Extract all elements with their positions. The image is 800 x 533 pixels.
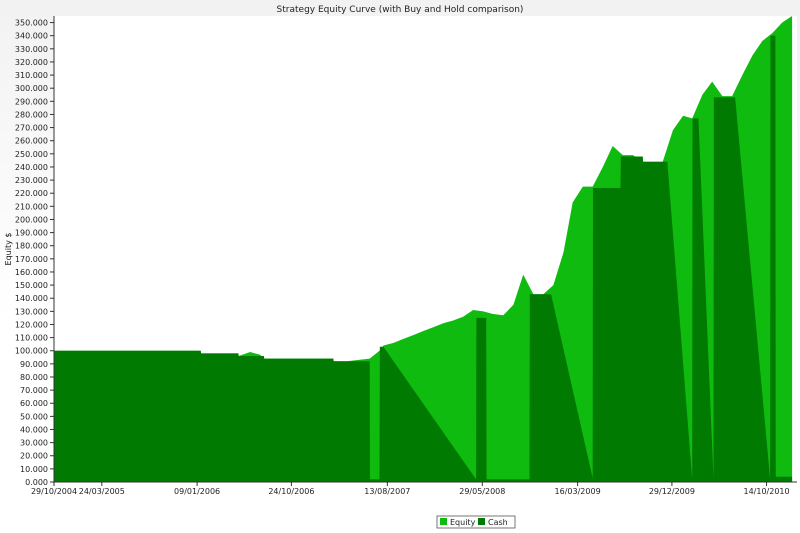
- chart-title: Strategy Equity Curve (with Buy and Hold…: [277, 5, 524, 15]
- y-tick-label: 220.000: [15, 189, 48, 198]
- y-tick-label: 60.000: [20, 399, 48, 408]
- legend-label-cash: Cash: [488, 518, 508, 527]
- x-tick-label: 29/05/2008: [459, 487, 505, 496]
- y-tick-label: 10.000: [20, 465, 48, 474]
- x-tick-label: 16/03/2009: [555, 487, 601, 496]
- y-ticks: 0.000 10.000 20.000 30.000 40.000 50.000 60.00…: [15, 19, 54, 487]
- x-tick-label: 29/12/2009: [649, 487, 695, 496]
- legend-swatch-cash: [478, 518, 485, 525]
- y-tick-label: 270.000: [15, 124, 48, 133]
- x-tick-label: 13/08/2007: [364, 487, 410, 496]
- series-area-cash: [54, 35, 793, 482]
- y-tick-label: 120.000: [15, 320, 48, 329]
- x-tick-label: 14/10/2010: [743, 487, 789, 496]
- y-tick-label: 90.000: [20, 360, 48, 369]
- legend: Equity Cash: [436, 515, 516, 529]
- y-tick-label: 240.000: [15, 163, 48, 172]
- x-ticks: 29/10/2004 24/03/2005 09/01/2006 24/10/2006…: [31, 482, 790, 496]
- y-tick-label: 290.000: [15, 97, 48, 106]
- y-tick-label: 310.000: [15, 71, 48, 80]
- y-tick-label: 280.000: [15, 110, 48, 119]
- y-tick-label: 40.000: [20, 425, 48, 434]
- y-axis-label: Equity $: [4, 233, 13, 266]
- y-tick-label: 0.000: [25, 478, 48, 487]
- y-tick-label: 300.000: [15, 84, 48, 93]
- y-tick-label: 200.000: [15, 215, 48, 224]
- y-tick-label: 170.000: [15, 255, 48, 264]
- x-tick-label: 24/03/2005: [79, 487, 125, 496]
- y-tick-label: 190.000: [15, 229, 48, 238]
- y-tick-label: 340.000: [15, 32, 48, 41]
- legend-swatch-equity: [440, 518, 447, 525]
- y-tick-label: 110.000: [15, 334, 48, 343]
- axes: [53, 16, 797, 483]
- y-tick-label: 330.000: [15, 45, 48, 54]
- y-tick-label: 260.000: [15, 137, 48, 146]
- y-tick-label: 230.000: [15, 176, 48, 185]
- y-tick-label: 250.000: [15, 150, 48, 159]
- y-tick-label: 320.000: [15, 58, 48, 67]
- y-tick-label: 80.000: [20, 373, 48, 382]
- x-tick-label: 24/10/2006: [268, 487, 314, 496]
- x-tick-label: 29/10/2004: [31, 487, 77, 496]
- series-areas: [54, 16, 793, 482]
- y-tick-label: 130.000: [15, 307, 48, 316]
- y-tick-label: 150.000: [15, 281, 48, 290]
- x-tick-label: 09/01/2006: [174, 487, 220, 496]
- y-tick-label: 50.000: [20, 412, 48, 421]
- y-tick-label: 20.000: [20, 452, 48, 461]
- y-tick-label: 140.000: [15, 294, 48, 303]
- legend-label-equity: Equity: [450, 518, 476, 527]
- y-tick-label: 100.000: [15, 347, 48, 356]
- y-tick-label: 160.000: [15, 268, 48, 277]
- y-tick-label: 70.000: [20, 386, 48, 395]
- legend-box: [436, 515, 516, 529]
- y-tick-label: 30.000: [20, 439, 48, 448]
- y-tick-label: 210.000: [15, 202, 48, 211]
- y-tick-label: 350.000: [15, 19, 48, 28]
- y-tick-label: 180.000: [15, 242, 48, 251]
